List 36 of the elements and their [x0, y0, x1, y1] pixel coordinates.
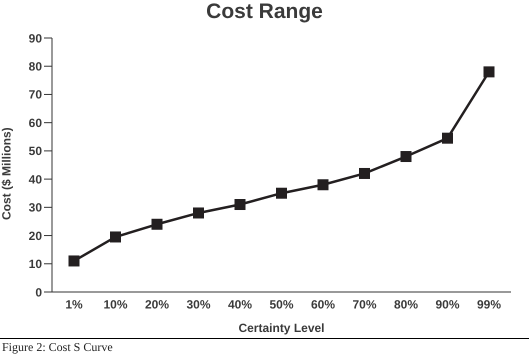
chart-title: Cost Range	[205, 0, 324, 24]
point	[484, 66, 494, 78]
x-tick-label: 50%	[269, 298, 294, 312]
y-tick-label: 80	[28, 59, 42, 74]
x-tick-label: 20%	[144, 298, 170, 312]
point	[110, 231, 121, 242]
point	[276, 188, 287, 199]
x-tick-label: 90%	[435, 298, 460, 312]
point	[234, 199, 246, 210]
x-tick-label: 99%	[476, 298, 502, 312]
point	[400, 151, 412, 162]
y-tick-label: 0	[35, 285, 42, 300]
point	[68, 255, 80, 266]
y-tick-label: 50	[28, 144, 42, 158]
x-tick-label: 30%	[186, 298, 211, 312]
y-tick-label: 40	[28, 172, 42, 186]
point	[152, 218, 162, 230]
x-tick-label: 40%	[228, 298, 252, 312]
point	[193, 207, 204, 218]
x-tick-label: 10%	[103, 298, 128, 312]
y-axis-title: Cost ($ Millions)	[0, 127, 14, 220]
point	[359, 168, 370, 179]
x-tick-label: 80%	[394, 298, 418, 312]
y-tick-label: 90	[28, 31, 42, 46]
caption: Figure 2: Cost S Curve	[2, 340, 113, 354]
x-tick-label: 1%	[65, 298, 83, 312]
point	[318, 179, 328, 190]
x-tick-label: 70%	[352, 298, 377, 312]
x-tick-label: 60%	[310, 298, 336, 312]
y-tick-label: 10	[28, 257, 42, 272]
y-tick-label: 70	[28, 88, 42, 102]
y-tick-label: 30	[28, 200, 42, 215]
point	[442, 132, 453, 144]
y-tick-label: 20	[28, 228, 42, 243]
y-tick-label: 60	[28, 116, 42, 130]
x-axis-title: Certainty Level	[238, 321, 325, 335]
